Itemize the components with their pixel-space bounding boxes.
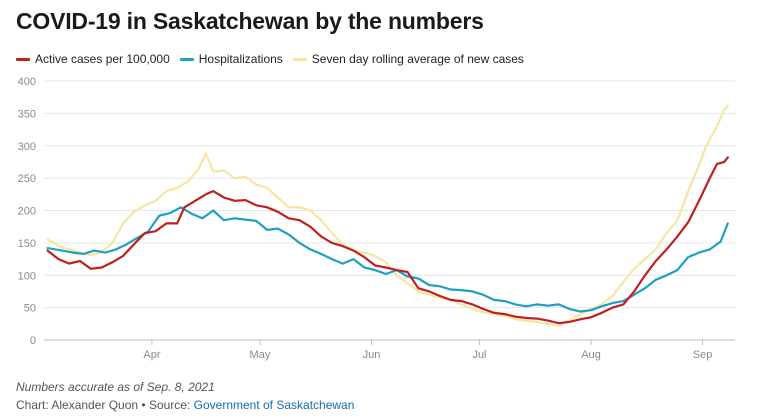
- chart-title: COVID-19 in Saskatchewan by the numbers: [16, 8, 484, 34]
- y-tick-label-150: 150: [18, 238, 36, 250]
- y-tick-label-300: 300: [18, 141, 36, 153]
- source-link[interactable]: Government of Saskatchewan: [193, 398, 355, 412]
- credit-line: Chart: Alexander Quon • Source: Governme…: [16, 396, 354, 414]
- y-tick-label-100: 100: [18, 270, 36, 282]
- legend-item-rolling-average: Seven day rolling average of new cases: [292, 52, 524, 66]
- series-line-seven-day-rolling-average-of-new-cases: [46, 104, 729, 327]
- accuracy-note: Numbers accurate as of Sep. 8, 2021: [16, 380, 215, 394]
- legend-swatch-active-cases: [16, 57, 30, 61]
- series-line-hospitalizations: [46, 206, 729, 313]
- y-tick-label-0: 0: [30, 335, 36, 347]
- legend-item-hospitalizations: Hospitalizations: [179, 52, 283, 66]
- x-tick-label-jul: Jul: [472, 349, 486, 361]
- chart-legend: Active cases per 100,000 Hospitalization…: [16, 52, 534, 66]
- x-tick-label-aug: Aug: [581, 349, 601, 361]
- y-tick-label-200: 200: [18, 206, 36, 218]
- y-tick-label-400: 400: [18, 76, 36, 88]
- chart-notes: Numbers accurate as of Sep. 8, 2021 Char…: [16, 378, 354, 414]
- x-tick-label-jun: Jun: [363, 349, 381, 361]
- y-tick-label-50: 50: [24, 303, 36, 315]
- y-tick-label-350: 350: [18, 108, 36, 120]
- x-tick-label-apr: Apr: [143, 349, 160, 361]
- legend-swatch-hospitalizations: [179, 57, 194, 61]
- legend-item-active-cases: Active cases per 100,000: [16, 52, 170, 66]
- x-tick-label-sep: Sep: [693, 349, 713, 361]
- x-tick-label-may: May: [250, 349, 271, 361]
- series-line-active-cases-per-100-000: [46, 156, 729, 325]
- legend-swatch-rolling-average: [292, 57, 307, 61]
- credit-text: Chart: Alexander Quon • Source:: [16, 398, 194, 412]
- legend-label-hospitalizations: Hospitalizations: [198, 52, 283, 66]
- legend-label-rolling-average: Seven day rolling average of new cases: [311, 52, 524, 66]
- legend-label-active-cases: Active cases per 100,000: [35, 52, 170, 66]
- y-tick-label-250: 250: [18, 173, 36, 185]
